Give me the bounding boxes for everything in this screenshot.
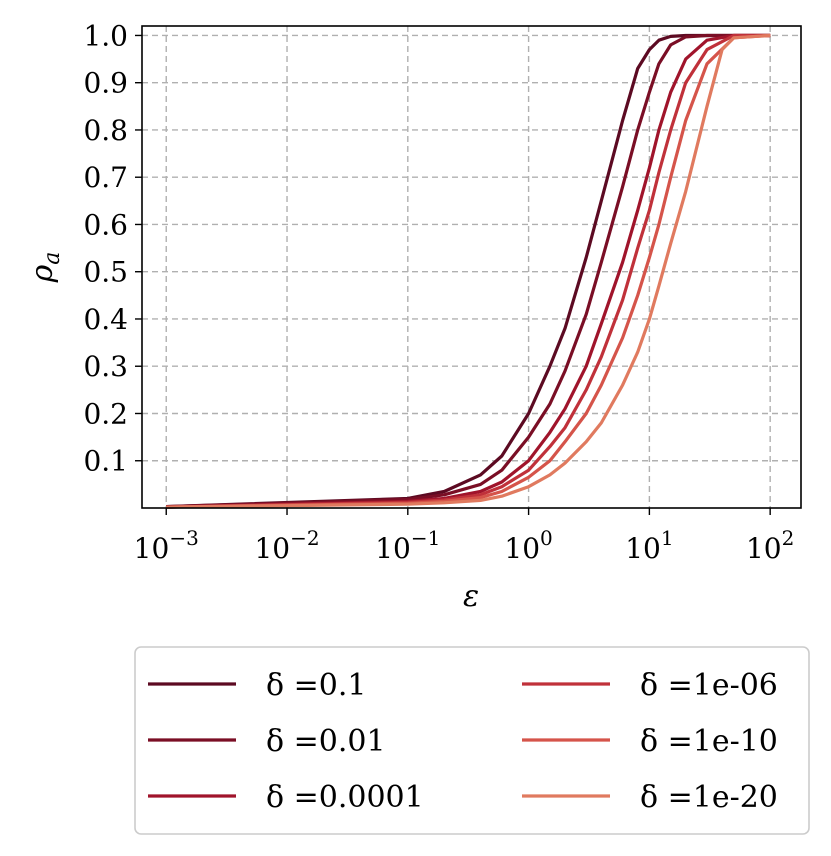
x-tick-label: 10−2 — [254, 526, 319, 565]
series-line-6 — [166, 33, 771, 509]
x-tick-label: 10−3 — [134, 526, 199, 565]
x-tick-label: 10−1 — [375, 526, 440, 565]
series-line-5 — [166, 33, 771, 509]
legend-frame — [134, 646, 810, 835]
y-tick-label: 0.6 — [83, 208, 128, 241]
y-tick-label: 0.8 — [83, 114, 128, 147]
legend-label-5: δ =1e-10 — [640, 724, 778, 759]
x-axis-label: ε — [463, 579, 479, 614]
legend-label-2: δ =0.01 — [266, 724, 386, 759]
y-tick-label: 0.2 — [83, 397, 128, 430]
series-line-3 — [166, 33, 771, 509]
x-tick-label: 101 — [625, 526, 673, 565]
x-tick-label: 100 — [504, 526, 552, 565]
y-tick-label: 0.9 — [83, 67, 128, 100]
legend-label-3: δ =0.0001 — [266, 780, 424, 815]
y-axis-label: ρa — [25, 252, 65, 284]
x-axis: 10−3 10−2 10−1 100 101 102 — [134, 508, 794, 565]
y-tick-label: 0.7 — [83, 161, 128, 194]
grid-lines — [142, 26, 801, 508]
series-line-2 — [166, 33, 771, 509]
y-tick-label: 0.3 — [83, 350, 128, 383]
legend-label-4: δ =1e-06 — [640, 668, 778, 703]
y-tick-label: 1.0 — [83, 19, 128, 52]
plot-area-frame — [141, 25, 802, 509]
x-tick-label: 102 — [746, 526, 794, 565]
legend-label-6: δ =1e-20 — [640, 780, 778, 815]
series-lines — [166, 33, 771, 509]
series-line-4 — [166, 33, 771, 509]
y-axis: 0.1 0.2 0.3 0.4 0.5 0.6 0.7 0.8 0.9 1.0 — [83, 19, 142, 478]
legend: δ =0.1 δ =0.01 δ =0.0001 δ =1e-06 δ =1e-10 δ … — [134, 646, 810, 835]
y-tick-label: 0.5 — [83, 256, 128, 289]
y-tick-label: 0.4 — [83, 303, 128, 336]
y-tick-label: 0.1 — [83, 445, 128, 478]
legend-label-1: δ =0.1 — [266, 668, 366, 703]
